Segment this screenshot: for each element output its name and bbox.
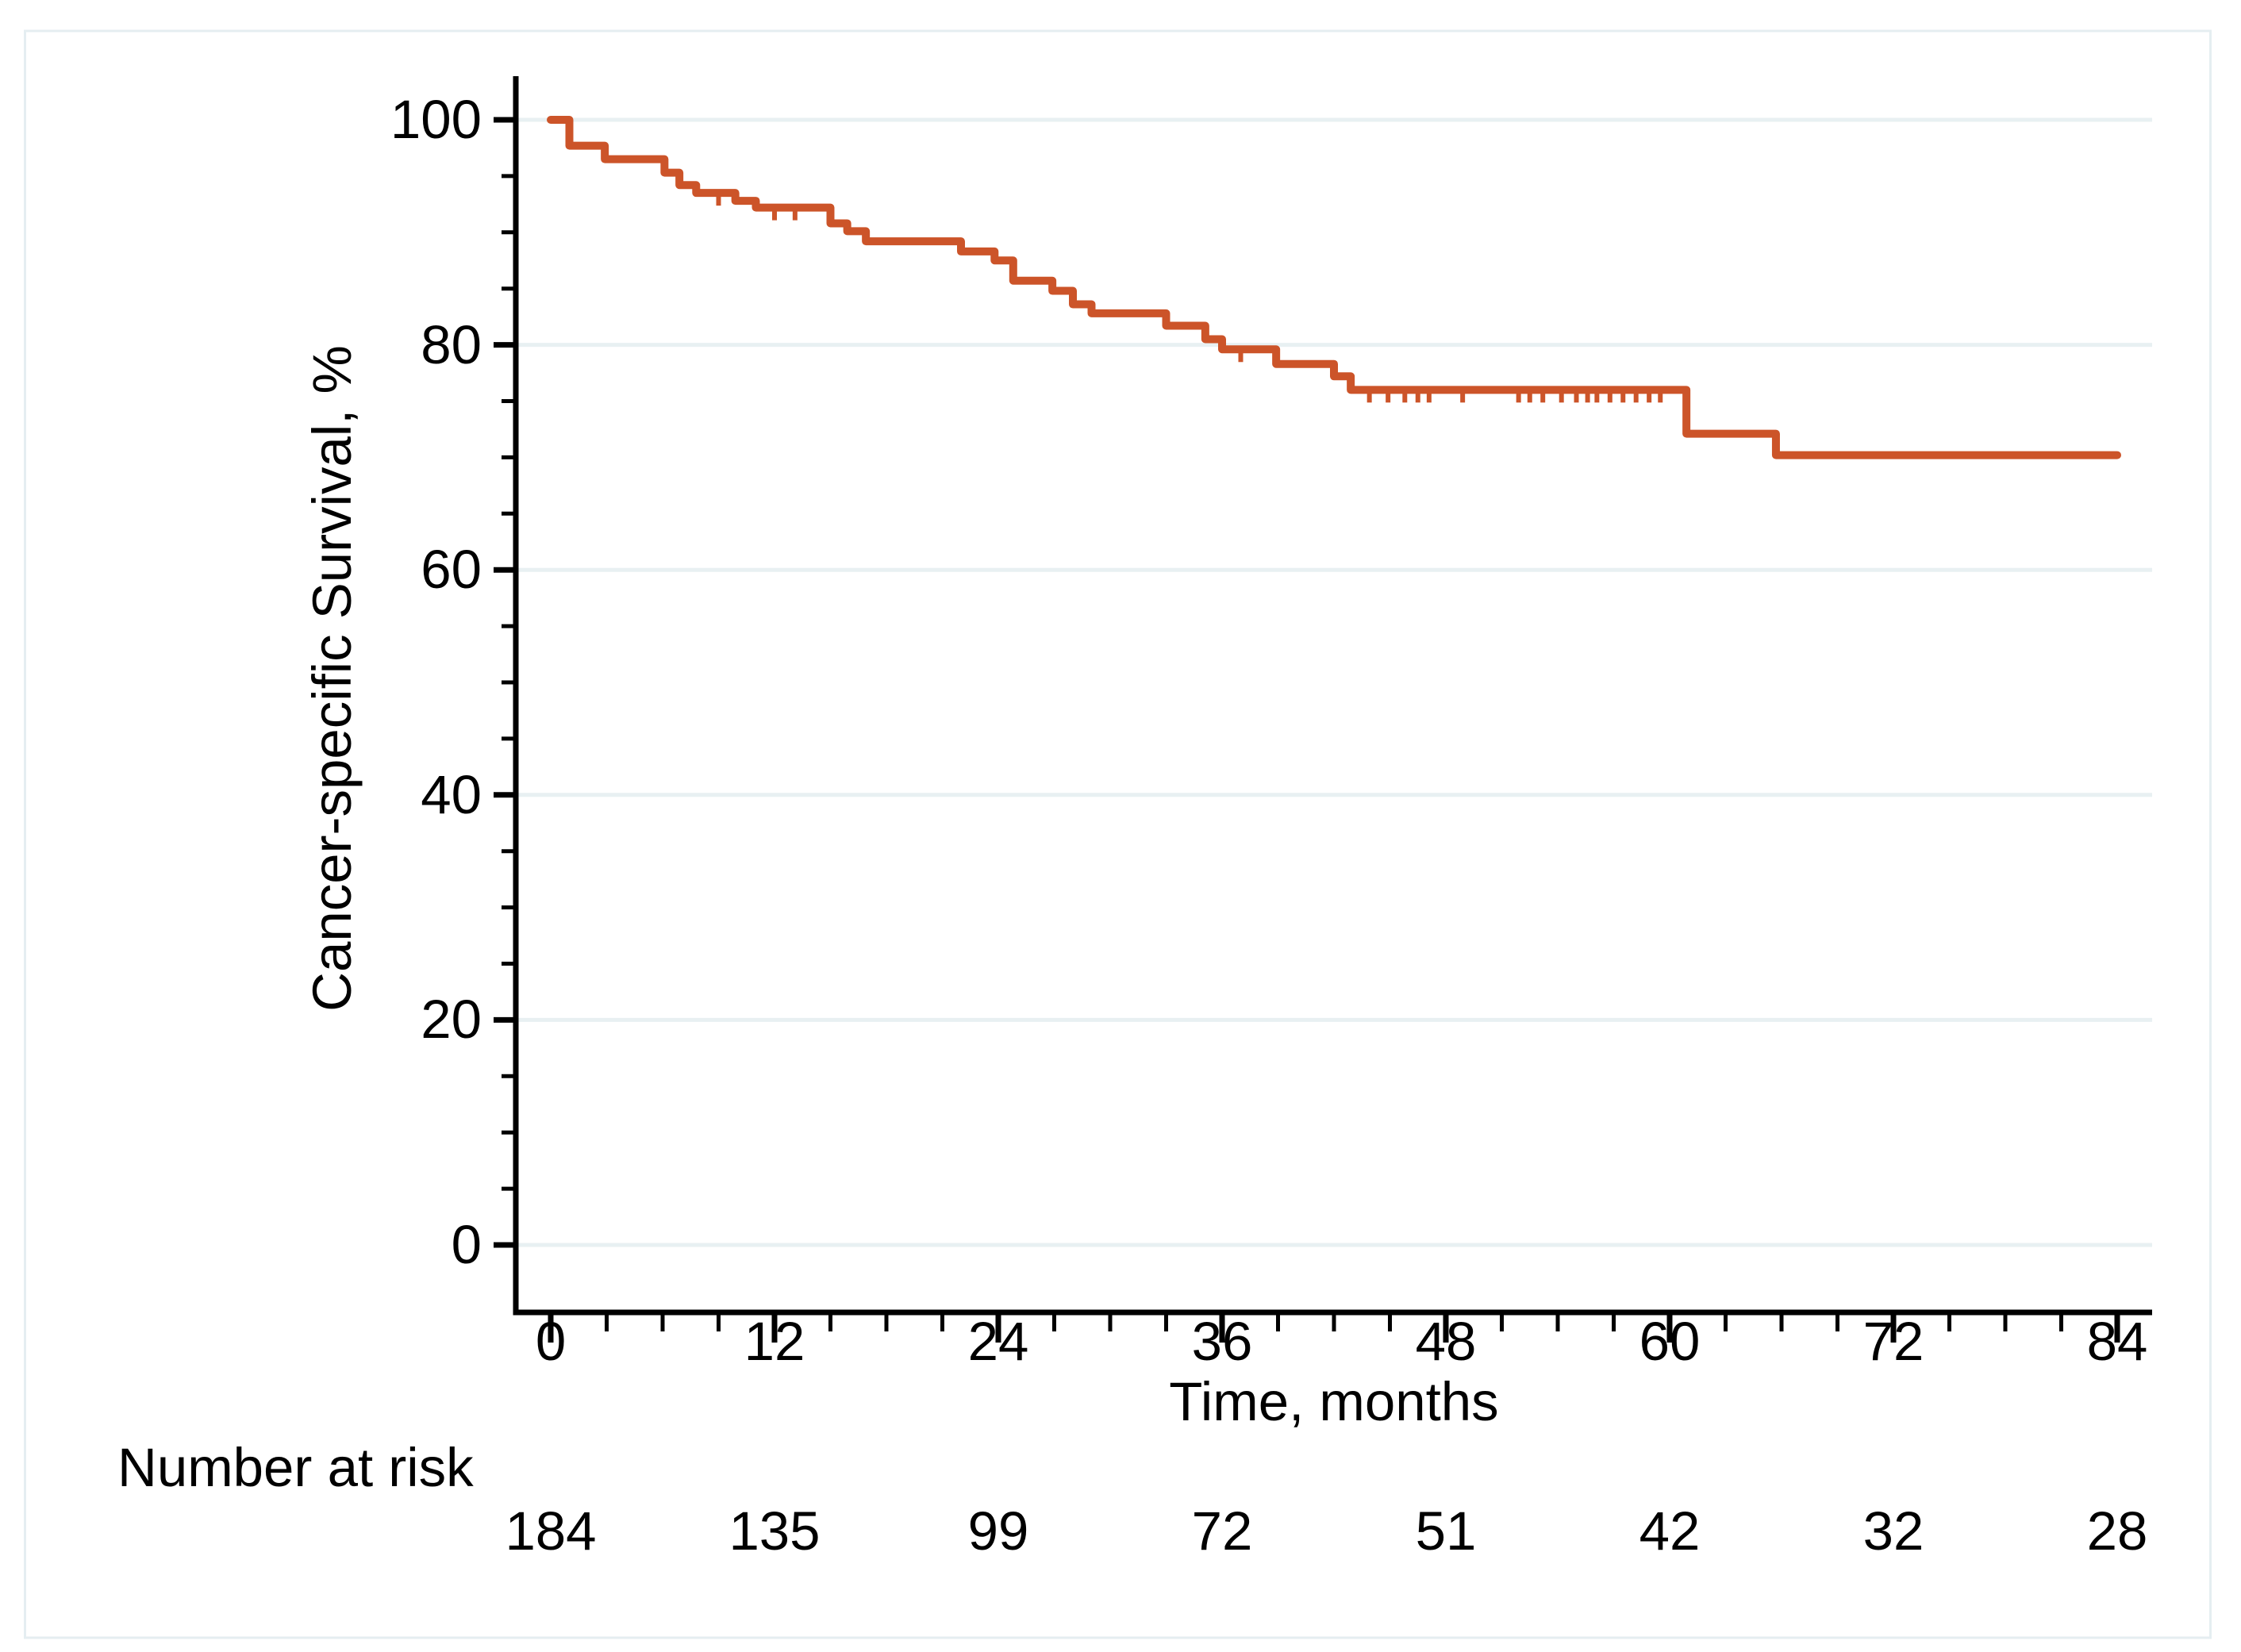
survival-curve xyxy=(547,116,2121,459)
risk-count-t60: 42 xyxy=(1639,1500,1701,1562)
y-tick-label-40: 40 xyxy=(421,763,482,825)
x-tick-label-60: 60 xyxy=(1639,1311,1701,1372)
y-tick-label-100: 100 xyxy=(390,89,482,150)
risk-count-t12: 135 xyxy=(728,1500,821,1562)
x-tick-label-84: 84 xyxy=(2086,1311,2148,1372)
number-at-risk-label: Number at risk xyxy=(117,1437,474,1498)
x-tick-label-72: 72 xyxy=(1862,1311,1924,1372)
x-tick-label-36: 36 xyxy=(1191,1311,1253,1372)
x-tick-label-0: 0 xyxy=(535,1311,567,1372)
x-tick-label-24: 24 xyxy=(967,1311,1029,1372)
y-tick-label-60: 60 xyxy=(421,539,482,601)
x-tick-label-48: 48 xyxy=(1415,1311,1477,1372)
y-tick-label-80: 80 xyxy=(421,313,482,375)
x-tick-label-12: 12 xyxy=(744,1311,805,1372)
risk-count-t36: 72 xyxy=(1191,1500,1253,1562)
y-tick-label-20: 20 xyxy=(421,989,482,1051)
risk-count-t0: 184 xyxy=(505,1500,597,1562)
x-axis-title: Time, months xyxy=(1169,1371,1499,1432)
risk-count-t48: 51 xyxy=(1415,1500,1477,1562)
figure-border xyxy=(24,29,2212,1639)
risk-count-t84: 28 xyxy=(2086,1500,2148,1562)
y-tick-label-0: 0 xyxy=(451,1214,482,1275)
risk-count-t24: 99 xyxy=(967,1500,1029,1562)
risk-count-t72: 32 xyxy=(1862,1500,1924,1562)
